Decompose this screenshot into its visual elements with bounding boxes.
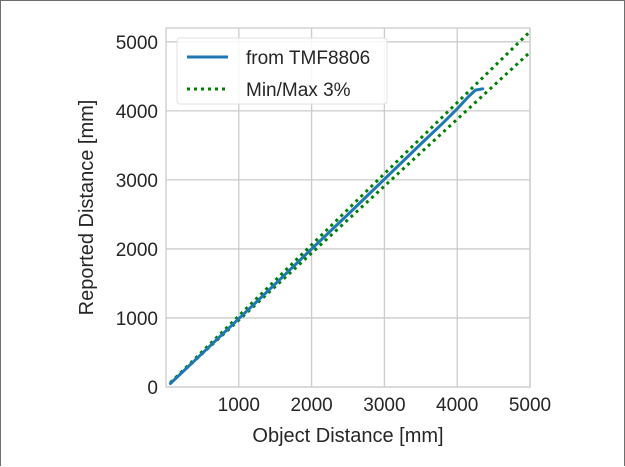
x-tick-label: 1000 (218, 395, 260, 416)
y-tick-label: 4000 (116, 102, 158, 123)
y-tick-label: 0 (147, 378, 158, 399)
legend-label-from-tmf8806: from TMF8806 (246, 48, 370, 69)
legend-box (176, 37, 388, 105)
x-tick-label: 4000 (436, 395, 478, 416)
tmf8806-series-line (168, 87, 485, 385)
plot-area-frame (165, 27, 531, 388)
y-tick-label: 1000 (116, 309, 158, 330)
x-axis-label: Object Distance [mm] (252, 425, 443, 447)
y-tick-label: 5000 (116, 33, 158, 54)
x-tick-label: 2000 (290, 395, 332, 416)
y-axis-label: Reported Distance [mm] (76, 100, 98, 316)
series-group (168, 30, 532, 385)
legend: from TMF8806 Min/Max 3% (176, 37, 388, 105)
tick-labels: 1000 2000 3000 4000 5000 0 1000 2000 3000 4000 500… (116, 33, 551, 416)
x-tick-label: 3000 (363, 395, 405, 416)
min-3pct-line (169, 51, 532, 385)
y-tick-label: 2000 (116, 240, 158, 261)
legend-label-min-max: Min/Max 3% (246, 80, 351, 101)
x-tick-label: 5000 (509, 395, 551, 416)
y-tick-label: 3000 (116, 171, 158, 192)
